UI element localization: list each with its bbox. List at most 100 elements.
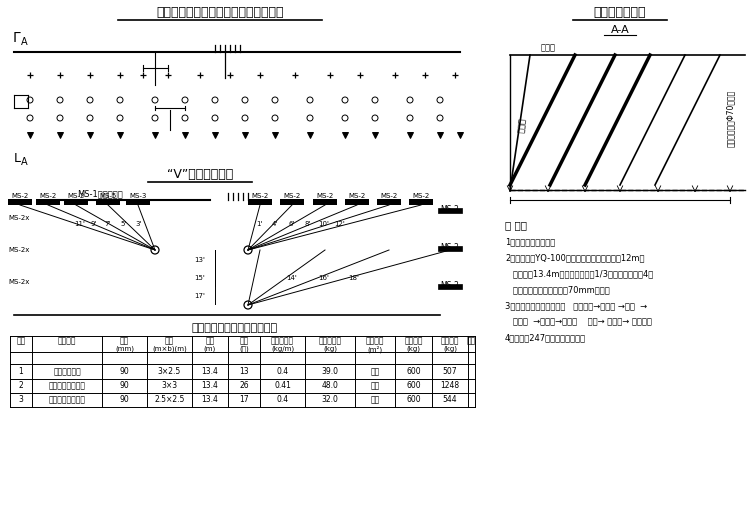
- Text: 32.0: 32.0: [321, 395, 339, 404]
- Text: A-A: A-A: [610, 25, 629, 35]
- Text: 钻孔坡面布置图: 钻孔坡面布置图: [594, 6, 646, 20]
- Text: 10': 10': [318, 222, 329, 227]
- Text: 8': 8': [304, 222, 311, 227]
- Text: 13.4: 13.4: [201, 395, 219, 404]
- Text: 18': 18': [348, 275, 360, 280]
- Text: (m²): (m²): [368, 345, 383, 353]
- Bar: [438, 208, 462, 213]
- Text: ？？: ？？: [370, 367, 380, 376]
- Text: MS-2: MS-2: [440, 281, 459, 290]
- Text: 4': 4': [272, 222, 278, 227]
- Text: MS-2: MS-2: [67, 193, 85, 199]
- Text: 备注: 备注: [467, 337, 476, 346]
- Text: 缓冲爆破孔（Φ70两套）: 缓冲爆破孔（Φ70两套）: [726, 90, 735, 147]
- Bar: [377, 199, 401, 205]
- Text: 0.4: 0.4: [276, 367, 288, 376]
- Bar: [8, 199, 32, 205]
- Text: (kg): (kg): [323, 346, 337, 352]
- Text: MS-2: MS-2: [440, 206, 459, 215]
- Text: 雷管分段: 雷管分段: [366, 337, 384, 346]
- Text: MS-2: MS-2: [413, 193, 430, 199]
- Text: 第二、三排爆破孔: 第二、三排爆破孔: [49, 382, 85, 391]
- Text: (m): (m): [204, 346, 216, 352]
- Text: 3起爆顺序：单段齐平展开   发火序列→孔底层 →语诗  →: 3起爆顺序：单段齐平展开 发火序列→孔底层 →语诗 →: [505, 302, 647, 311]
- Text: 1': 1': [256, 222, 262, 227]
- Bar: [248, 199, 272, 205]
- Bar: [345, 199, 369, 205]
- Text: 2: 2: [19, 382, 23, 391]
- Text: 第二段  →孔底层→语诗層    齐平→ 孔底层→ 语诗層－: 第二段 →孔底层→语诗層 齐平→ 孔底层→ 语诗層－: [505, 317, 652, 326]
- Text: 说 明：: 说 明：: [505, 220, 527, 230]
- Text: 26: 26: [239, 382, 249, 391]
- Text: 90: 90: [120, 382, 130, 391]
- Text: 4此图为第247号世界花园指导图: 4此图为第247号世界花园指导图: [505, 333, 586, 342]
- Text: MS-5: MS-5: [100, 193, 117, 199]
- Text: 孔底标高13.4m，超深为孔距的1/3，孔底对齐公差4号: 孔底标高13.4m，超深为孔距的1/3，孔底对齐公差4号: [505, 269, 653, 278]
- Text: MS-2: MS-2: [252, 193, 269, 199]
- Text: 孔径: 孔径: [120, 337, 129, 346]
- Text: L: L: [13, 152, 20, 164]
- Text: 600: 600: [406, 395, 421, 404]
- Text: 90: 90: [120, 395, 130, 404]
- Text: 序号: 序号: [16, 337, 25, 346]
- Text: 第一排爆破孔: 第一排爆破孔: [53, 367, 81, 376]
- Text: MS-2: MS-2: [11, 193, 28, 199]
- Bar: [438, 284, 462, 289]
- Text: 雷管最大考虑长度不超过70mm为上限: 雷管最大考虑长度不超过70mm为上限: [505, 286, 610, 295]
- Bar: [409, 199, 433, 205]
- Text: 2.5×2.5: 2.5×2.5: [154, 395, 185, 404]
- Text: 钓眉名称: 钓眉名称: [58, 337, 76, 346]
- Text: MS-2x: MS-2x: [8, 247, 29, 253]
- Text: 5': 5': [121, 222, 127, 227]
- Text: MS-2x: MS-2x: [8, 279, 29, 285]
- Text: ？？: ？？: [370, 382, 380, 391]
- Text: 7': 7': [104, 222, 111, 227]
- Text: 最后排缓冲爆破孔: 最后排缓冲爆破孔: [49, 395, 85, 404]
- Text: 6': 6': [288, 222, 294, 227]
- Text: 大法坪料场覆盖层钓爆参数表: 大法坪料场覆盖层钓爆参数表: [192, 323, 278, 333]
- Text: ？？: ？？: [370, 395, 380, 404]
- Text: 单孔装药量: 单孔装药量: [318, 337, 342, 346]
- Text: 0.41: 0.41: [274, 382, 291, 391]
- Bar: [36, 199, 60, 205]
- Text: 600: 600: [406, 382, 421, 391]
- Bar: [280, 199, 304, 205]
- Text: 孔深: 孔深: [205, 337, 215, 346]
- Text: 3: 3: [19, 395, 23, 404]
- Text: 孔数: 孔数: [240, 337, 249, 346]
- Text: 1该段山体为崩積层；: 1该段山体为崩積层；: [505, 237, 555, 246]
- Text: (mm): (mm): [115, 346, 134, 352]
- Text: 544: 544: [443, 395, 458, 404]
- Text: 0.4: 0.4: [276, 395, 288, 404]
- Text: “V”型爆破网络图: “V”型爆破网络图: [167, 169, 233, 181]
- Bar: [64, 199, 88, 205]
- Text: 17': 17': [195, 293, 205, 299]
- Text: 3': 3': [136, 222, 142, 227]
- Text: (kg): (kg): [407, 346, 420, 352]
- Text: 布眉面积: 布眉面积: [404, 337, 422, 346]
- Text: 1: 1: [19, 367, 23, 376]
- Text: 1248: 1248: [440, 382, 460, 391]
- Text: MS-2x: MS-2x: [8, 215, 29, 221]
- Text: 13.4: 13.4: [201, 367, 219, 376]
- Text: 17: 17: [239, 395, 249, 404]
- Text: 48.0: 48.0: [321, 382, 339, 391]
- Text: 90: 90: [120, 367, 130, 376]
- Text: (kg/m): (kg/m): [271, 346, 294, 352]
- Bar: [126, 199, 150, 205]
- Text: MS-2: MS-2: [440, 243, 459, 252]
- Text: 13.4: 13.4: [201, 382, 219, 391]
- Text: A: A: [21, 37, 27, 47]
- Text: 11': 11': [74, 222, 85, 227]
- Text: MS-2: MS-2: [380, 193, 398, 199]
- Text: 13: 13: [239, 367, 249, 376]
- Text: 大法坪料场覆盖层揭顶钻孔平面布置图: 大法坪料场覆盖层揭顶钻孔平面布置图: [157, 6, 284, 20]
- Text: 单位耗药量: 单位耗药量: [271, 337, 294, 346]
- Text: MS-2: MS-2: [283, 193, 300, 199]
- Text: 600: 600: [406, 367, 421, 376]
- Text: 14': 14': [286, 275, 297, 280]
- Text: Γ: Γ: [13, 31, 21, 45]
- Text: 土壤机: 土壤机: [541, 43, 556, 52]
- Text: 3×2.5: 3×2.5: [158, 367, 181, 376]
- Text: MS-3: MS-3: [130, 193, 147, 199]
